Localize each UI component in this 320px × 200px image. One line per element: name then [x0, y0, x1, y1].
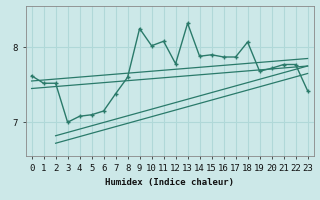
X-axis label: Humidex (Indice chaleur): Humidex (Indice chaleur) — [105, 178, 234, 187]
